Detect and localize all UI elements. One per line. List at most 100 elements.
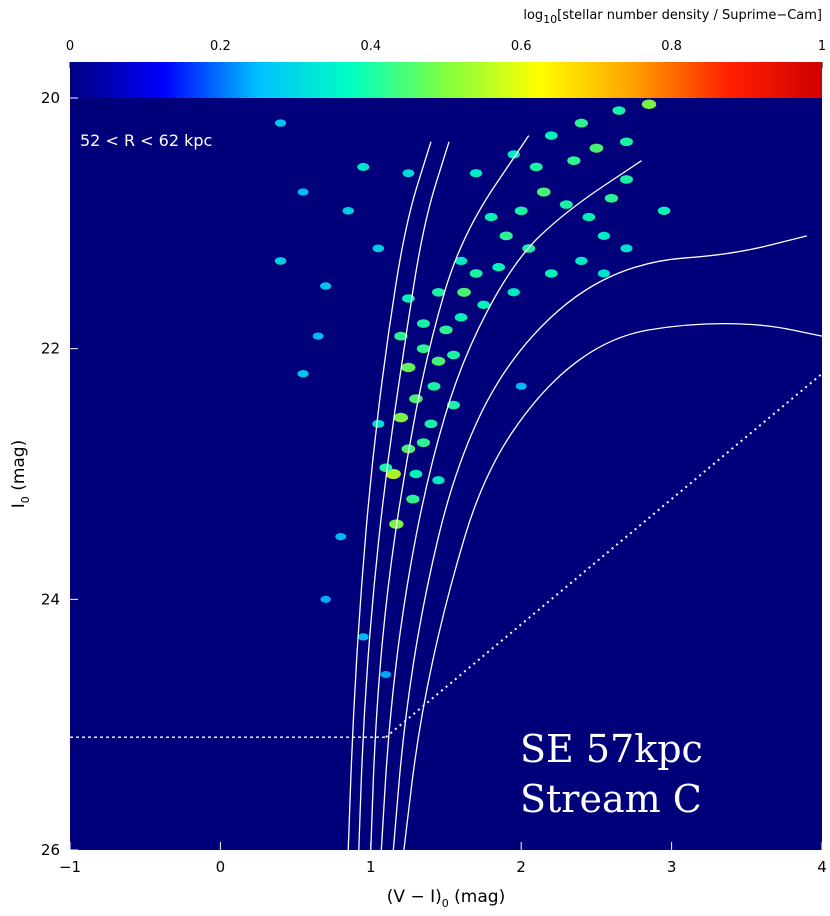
colorbar-tick-label: 0.6 — [511, 39, 532, 54]
density-clump — [597, 231, 611, 240]
density-clump — [380, 670, 392, 679]
density-clump — [536, 187, 551, 197]
density-clump — [320, 282, 332, 290]
x-tick-label: 2 — [516, 858, 526, 876]
density-clump — [454, 313, 468, 322]
plot-area: 52 < R < 62 kpc SE 57kpc Stream C — [70, 98, 822, 850]
density-clump — [385, 468, 401, 480]
colorbar-tick-label: 1 — [818, 39, 826, 54]
density-clump — [402, 169, 415, 178]
density-clump — [432, 287, 445, 297]
field-label-line2: Stream C — [520, 777, 702, 821]
density-clump — [297, 369, 309, 378]
density-clump — [427, 381, 441, 391]
density-clump — [447, 400, 460, 410]
isochrone-line — [358, 141, 450, 850]
density-clump — [406, 494, 420, 504]
density-clump — [604, 193, 619, 203]
density-clump — [401, 362, 416, 373]
density-clump — [612, 106, 626, 115]
density-clump — [469, 169, 483, 178]
plot-background — [70, 98, 822, 850]
density-clump — [641, 99, 657, 110]
density-clump — [544, 269, 558, 278]
isochrone-line — [380, 160, 642, 850]
x-axis-title: (V − I)0 (mag) — [387, 887, 505, 910]
density-clump — [297, 188, 309, 196]
colorbar-tick-label: 0 — [66, 39, 74, 54]
x-tick-label: −1 — [59, 858, 81, 876]
density-clump — [372, 419, 385, 428]
colorbar-strip — [70, 62, 822, 98]
colorbar-tick-label: 0.4 — [360, 39, 381, 54]
density-clump — [402, 294, 415, 303]
density-clump — [620, 137, 633, 147]
density-clump — [567, 156, 581, 166]
x-axis-ticks: −1 0 1 2 3 4 — [59, 842, 827, 876]
density-clump — [335, 533, 347, 541]
y-axis-title: I0 (mag) — [9, 440, 32, 508]
y-tick-label: 24 — [41, 590, 60, 608]
density-clump — [499, 231, 513, 241]
x-tick-label: 1 — [366, 858, 376, 876]
density-clump — [416, 344, 431, 354]
density-clump — [320, 595, 332, 603]
y-tick-label: 22 — [41, 340, 60, 358]
density-clump — [416, 438, 431, 448]
density-clump — [393, 412, 409, 423]
density-clump — [342, 206, 354, 215]
density-clump — [582, 212, 596, 222]
density-clump — [477, 300, 490, 310]
density-clump — [620, 244, 633, 253]
density-clump — [492, 262, 505, 272]
colorbar-title: log10[stellar number density / Suprime−C… — [523, 8, 822, 26]
y-axis-ticks: 20 22 24 26 — [41, 89, 78, 859]
density-clump — [507, 288, 520, 297]
density-clump — [544, 131, 558, 140]
density-clump — [469, 269, 483, 278]
density-clump — [575, 256, 588, 266]
isochrone-line — [370, 135, 530, 850]
isochrone-line — [392, 235, 808, 850]
density-clump — [274, 257, 287, 265]
density-clump — [515, 382, 527, 390]
x-tick-label: 4 — [817, 858, 827, 876]
isochrone-lines — [347, 135, 822, 850]
density-clump — [597, 269, 610, 278]
density-clumps — [274, 99, 671, 679]
density-clump — [529, 162, 543, 172]
density-clump — [357, 633, 369, 641]
density-clump — [274, 119, 287, 127]
density-clump — [439, 325, 453, 335]
isochrone-line — [347, 141, 432, 850]
density-clump — [514, 206, 528, 216]
density-clump — [447, 350, 460, 360]
density-clump — [431, 356, 446, 366]
density-clump — [484, 212, 498, 222]
density-clump — [424, 419, 438, 429]
x-tick-label: 0 — [216, 858, 226, 876]
density-clump — [574, 118, 588, 128]
density-clump — [454, 256, 468, 266]
density-clump — [409, 394, 423, 404]
completeness-limits — [70, 372, 822, 738]
density-clump — [416, 319, 430, 328]
y-tick-label: 20 — [41, 89, 60, 107]
density-clump — [394, 331, 408, 341]
isochrone-line — [403, 322, 822, 850]
density-clump — [432, 476, 445, 485]
radius-range-annotation: 52 < R < 62 kpc — [80, 131, 212, 150]
density-clump — [357, 162, 370, 171]
density-clump — [620, 175, 633, 184]
density-clump — [559, 200, 573, 209]
density-clump — [657, 206, 671, 216]
colorbar-tick-label: 0.2 — [210, 39, 231, 54]
completeness-limit-diagonal — [385, 372, 822, 738]
density-clump — [457, 287, 471, 297]
field-label-line1: SE 57kpc — [520, 727, 703, 771]
x-tick-label: 3 — [667, 858, 677, 876]
density-clump — [312, 332, 324, 340]
density-clump — [409, 469, 423, 479]
colorbar-tick-label: 0.8 — [661, 39, 682, 54]
